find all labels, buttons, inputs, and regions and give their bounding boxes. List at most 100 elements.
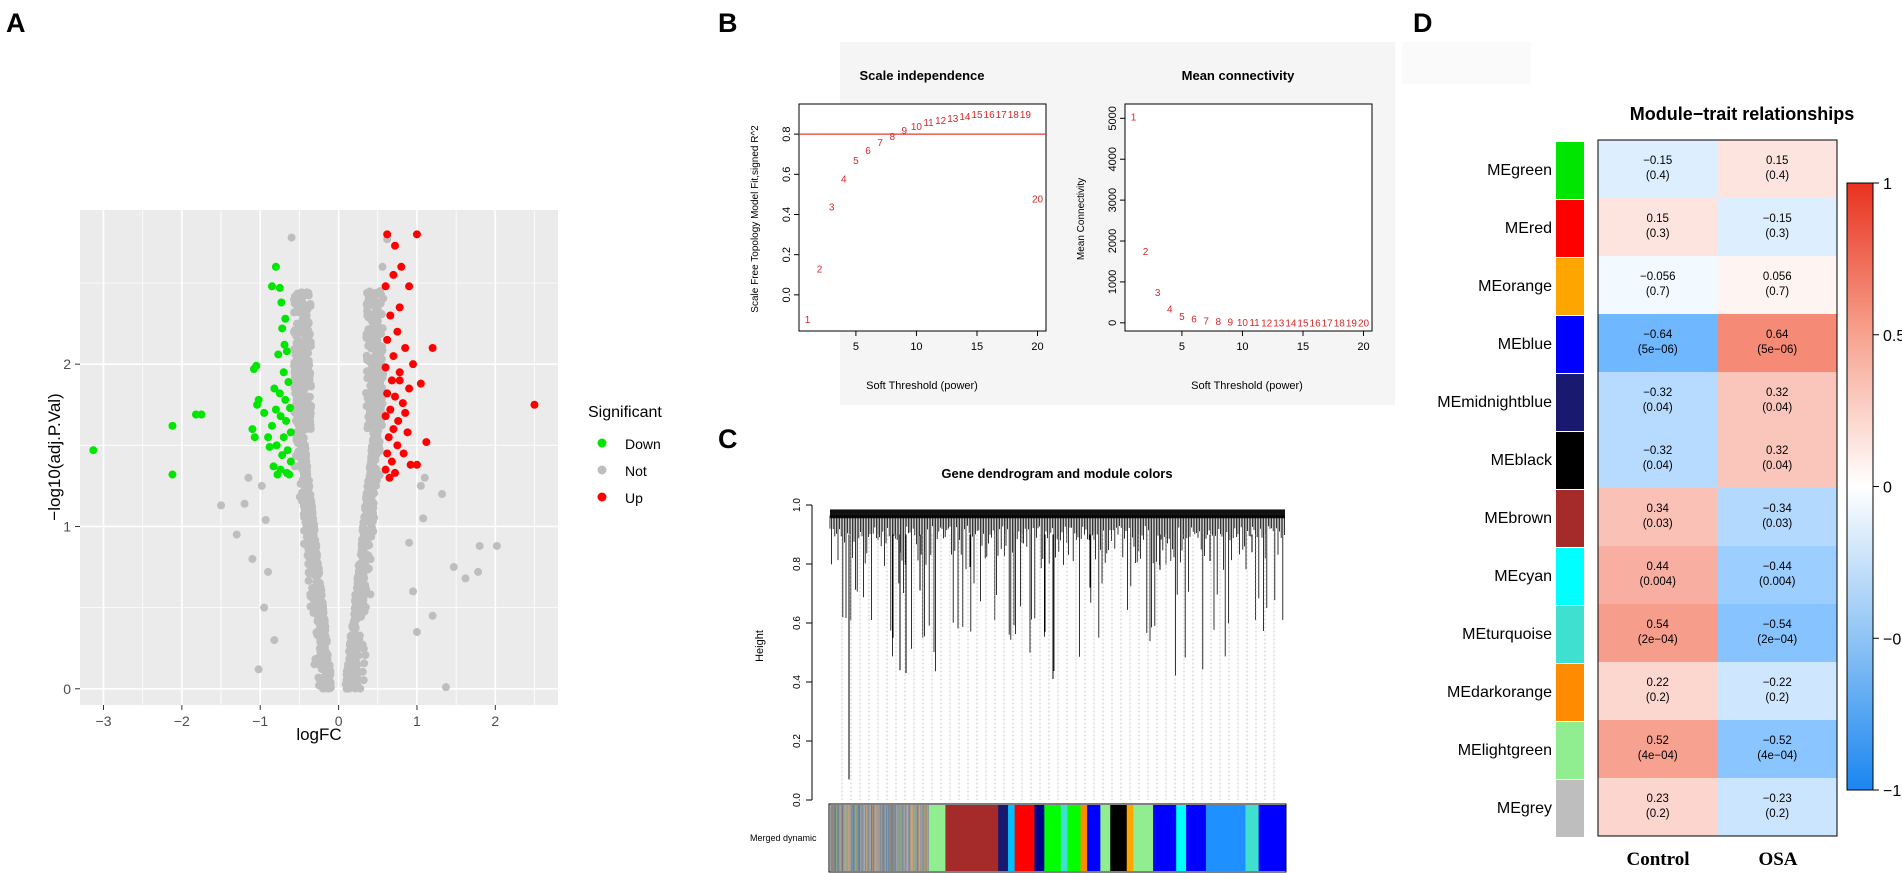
volcano-x-axis-title: logFC bbox=[296, 725, 341, 744]
module-color-stripe bbox=[919, 805, 921, 871]
not-significant-point bbox=[416, 481, 425, 490]
y-tick-label: 0.6 bbox=[781, 167, 793, 182]
module-color-stripe bbox=[830, 805, 832, 871]
power-label-point: 4 bbox=[841, 174, 847, 185]
down-regulated-point bbox=[272, 441, 281, 450]
up-regulated-point bbox=[393, 441, 402, 450]
up-regulated-point bbox=[381, 412, 390, 421]
volcano-y-axis-title: −log10(adj.P.Val) bbox=[45, 393, 64, 520]
colorbar-tick-label: 0.5 bbox=[1883, 328, 1902, 345]
up-regulated-point bbox=[428, 343, 437, 352]
not-significant-point bbox=[369, 483, 378, 492]
module-color-segment bbox=[1126, 805, 1134, 871]
module-color-stripe bbox=[878, 805, 880, 871]
y-tick-label: 0.2 bbox=[792, 734, 803, 748]
not-significant-point bbox=[318, 613, 327, 622]
module-color-segment bbox=[1245, 805, 1260, 871]
module-color-stripe bbox=[901, 805, 903, 871]
not-significant-point bbox=[308, 534, 317, 543]
not-significant-point bbox=[293, 341, 302, 350]
module-color-stripe bbox=[914, 805, 916, 871]
down-regulated-point bbox=[270, 384, 279, 393]
not-significant-point bbox=[362, 494, 371, 503]
cell-correlation-label: −0.64 bbox=[1643, 329, 1673, 341]
cell-correlation-label: 0.32 bbox=[1766, 445, 1788, 457]
down-regulated-point bbox=[278, 451, 287, 460]
not-significant-point bbox=[350, 667, 359, 676]
not-significant-point bbox=[350, 625, 359, 634]
mean-connectivity-x-axis-title: Soft Threshold (power) bbox=[1191, 380, 1303, 392]
cell-correlation-label: 0.056 bbox=[1763, 271, 1792, 283]
not-significant-point bbox=[318, 664, 327, 673]
cell-correlation-label: 0.15 bbox=[1766, 155, 1788, 167]
module-color-stripe bbox=[886, 805, 889, 871]
module-color-stripe bbox=[902, 805, 905, 871]
cell-correlation-label: −0.32 bbox=[1643, 387, 1672, 399]
down-regulated-point bbox=[281, 395, 290, 404]
panel-label-d: D bbox=[1413, 8, 1433, 38]
module-color-bar-label: Merged dynamic bbox=[750, 833, 817, 843]
not-significant-point bbox=[375, 437, 384, 446]
up-regulated-point bbox=[383, 389, 392, 398]
up-regulated-point bbox=[395, 303, 404, 312]
power-label-point: 15 bbox=[1297, 319, 1309, 330]
down-regulated-point bbox=[168, 421, 177, 430]
down-regulated-point bbox=[269, 462, 278, 471]
not-significant-point bbox=[305, 330, 314, 339]
power-label-point: 16 bbox=[1310, 319, 1322, 330]
module-color-stripe bbox=[870, 805, 873, 871]
module-color-stripe bbox=[880, 805, 883, 871]
down-regulated-point bbox=[191, 410, 200, 419]
down-regulated-point bbox=[271, 262, 280, 271]
power-label-point: 7 bbox=[1203, 316, 1209, 327]
down-regulated-point bbox=[197, 410, 206, 419]
not-significant-point bbox=[296, 300, 305, 309]
up-regulated-point bbox=[385, 473, 394, 482]
volcano-axes: −3 −2 −1 0 1 2 0 1 2 bbox=[63, 356, 499, 729]
not-significant-point bbox=[347, 681, 356, 690]
not-significant-point bbox=[449, 563, 458, 572]
down-regulated-point bbox=[273, 470, 282, 479]
module-color-swatch bbox=[1556, 258, 1584, 315]
y-tick-label: 0.4 bbox=[792, 675, 803, 689]
heatmap-cell bbox=[1598, 488, 1718, 547]
not-significant-point bbox=[475, 541, 484, 550]
heatmap-cell bbox=[1598, 778, 1718, 837]
not-significant-point bbox=[358, 667, 367, 676]
cell-pvalue-label: (2e−04) bbox=[1638, 634, 1678, 646]
not-significant-point bbox=[346, 632, 355, 641]
module-color-stripe bbox=[913, 805, 915, 871]
up-regulated-point bbox=[383, 230, 392, 239]
down-regulated-point bbox=[276, 412, 285, 421]
up-regulated-point bbox=[389, 270, 398, 279]
module-color-stripe bbox=[873, 805, 875, 871]
module-color-segment bbox=[1100, 805, 1111, 871]
x-tick-label: 10 bbox=[910, 341, 922, 353]
module-color-stripe bbox=[846, 805, 849, 871]
module-color-swatch bbox=[1556, 548, 1584, 605]
not-significant-point bbox=[323, 650, 332, 659]
not-significant-point bbox=[405, 538, 414, 547]
module-color-swatch bbox=[1556, 142, 1584, 199]
module-row-label: MEbrown bbox=[1484, 510, 1552, 527]
up-regulated-point bbox=[381, 363, 390, 372]
down-regulated-point bbox=[282, 416, 291, 425]
scale-independence-title: Scale independence bbox=[860, 68, 985, 83]
panel-d-corner-background bbox=[1402, 42, 1531, 84]
not-significant-point bbox=[305, 375, 314, 384]
module-row-label: MEcyan bbox=[1494, 568, 1552, 585]
x-tick-label: 0 bbox=[335, 713, 343, 729]
not-significant-point bbox=[359, 676, 368, 685]
cell-pvalue-label: (0.7) bbox=[1765, 286, 1789, 298]
not-significant-point bbox=[290, 308, 299, 317]
module-row-label: MEdarkorange bbox=[1447, 684, 1552, 701]
module-color-stripe bbox=[900, 805, 902, 871]
not-significant-point bbox=[292, 319, 301, 328]
module-color-stripe bbox=[917, 805, 920, 871]
module-color-segment bbox=[1080, 805, 1088, 871]
module-row-label: MEgrey bbox=[1497, 800, 1552, 817]
down-regulated-point bbox=[285, 470, 294, 479]
y-tick-label: 0.8 bbox=[781, 126, 793, 141]
module-color-stripe bbox=[843, 805, 845, 871]
